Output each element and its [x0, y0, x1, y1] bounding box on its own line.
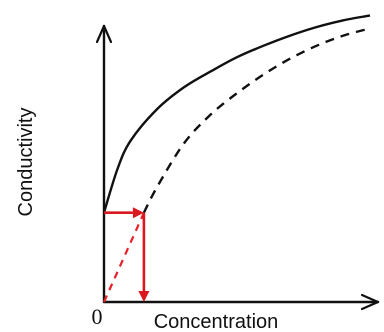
red-dashed-extrapolation: [102, 212, 145, 303]
solid-curve: [102, 14, 371, 214]
y-axis-label: Conductivity: [15, 108, 37, 217]
dashed-curve: [142, 27, 371, 214]
x-axis-label: Concentration: [154, 311, 279, 332]
x-axis-arrowhead: [360, 293, 380, 311]
red-horizontal-arrowhead: [132, 207, 144, 219]
origin-label: 0: [92, 304, 103, 329]
red-vertical-arrowhead: [138, 291, 150, 302]
y-axis-arrowhead: [95, 24, 113, 44]
